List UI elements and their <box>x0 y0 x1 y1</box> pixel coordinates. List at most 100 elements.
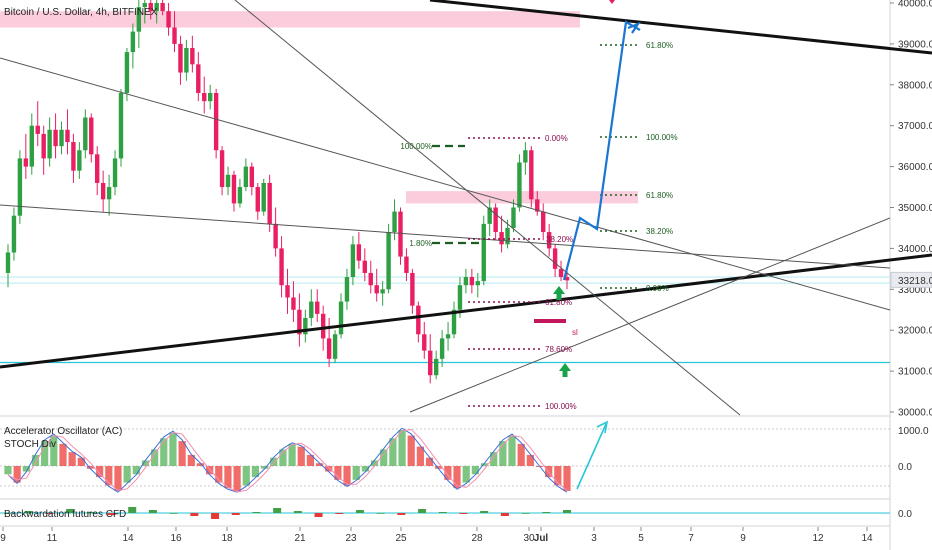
candle-body <box>219 150 225 188</box>
candle-body <box>546 232 552 249</box>
candle-body <box>380 289 385 294</box>
ac-bar <box>380 449 388 466</box>
price-tick-label: 36000.0 <box>898 162 932 173</box>
time-tick-label: 9 <box>740 533 746 544</box>
candle-body <box>428 350 433 376</box>
ac-bar <box>224 466 232 489</box>
buy-signal-arrow <box>559 363 571 377</box>
candle-body <box>297 309 302 335</box>
bw-bar <box>376 513 385 514</box>
resistance-zone <box>406 191 638 204</box>
bw-bar <box>24 511 33 513</box>
fib-label: 61.80% <box>646 41 673 50</box>
candle-body <box>416 305 421 335</box>
candle-body <box>71 142 76 171</box>
bw-bar <box>335 513 344 514</box>
candle-body <box>392 211 397 233</box>
time-tick-label: 21 <box>294 533 306 544</box>
ac-bar <box>141 460 150 466</box>
time-tick-label: 9 <box>0 533 6 544</box>
candle-body <box>196 64 201 93</box>
candle-body <box>451 309 457 335</box>
candle-body <box>445 334 451 339</box>
bw-bar <box>107 513 116 515</box>
candle-body <box>475 281 480 286</box>
candle-body <box>65 129 70 143</box>
candle-body <box>356 244 362 261</box>
time-tick-label: 18 <box>221 533 233 544</box>
candle-body <box>207 92 213 102</box>
candle-body <box>136 7 142 32</box>
ac-bar <box>508 435 516 466</box>
price-tick-label: 32000.0 <box>898 326 932 337</box>
stoch-d-line <box>7 428 568 493</box>
candle-body <box>255 187 260 212</box>
ac-bar <box>105 466 113 486</box>
ac-bar <box>77 457 85 466</box>
candle-body <box>457 285 463 310</box>
candle-body <box>5 252 11 273</box>
ac-bar <box>526 454 534 466</box>
stop-loss-marker <box>534 319 566 323</box>
ac-bar <box>389 438 397 466</box>
time-tick-label: 30 <box>523 533 535 544</box>
bw-bar <box>314 513 323 517</box>
bw-bar <box>128 507 137 513</box>
candle-body <box>362 260 368 273</box>
time-tick-label: 14 <box>122 533 134 544</box>
ac-bar <box>315 463 324 466</box>
bw-bar <box>500 513 509 516</box>
bw-bar <box>273 508 282 513</box>
bw-bar <box>293 511 302 513</box>
candle-body <box>23 158 29 167</box>
candle-body <box>148 3 153 12</box>
ac-bar <box>361 466 369 472</box>
ac-bar <box>462 466 470 483</box>
ac-bar <box>251 466 260 478</box>
candle-body <box>558 268 564 278</box>
fib-label: 0.00% <box>545 134 568 143</box>
bw-bar <box>211 513 220 519</box>
fib-label: 100.00% <box>545 402 577 411</box>
ac-bar <box>59 443 67 466</box>
bw-bar <box>148 510 157 513</box>
ac-bar <box>233 466 241 491</box>
ac-bar <box>297 446 305 466</box>
candle-body <box>261 182 266 212</box>
ac-bar <box>444 466 452 480</box>
current-price-badge <box>890 271 932 288</box>
bw-bar <box>4 513 12 514</box>
candle-body <box>17 158 23 216</box>
ac-bar <box>334 466 342 480</box>
candle-body <box>190 47 195 65</box>
ac-bar <box>343 466 351 486</box>
candle-body <box>89 117 94 155</box>
candle-body <box>541 211 546 233</box>
fib-label: 100.00% <box>646 133 678 142</box>
ac-bar <box>187 454 195 466</box>
candle-body <box>53 129 58 147</box>
candle-body <box>338 301 344 335</box>
candle-body <box>374 285 379 294</box>
candle-body <box>309 301 314 318</box>
candle-body <box>404 256 409 273</box>
sell-signal-arrow <box>609 0 615 4</box>
price-tick-label: 30000.0 <box>898 408 932 419</box>
time-tick-label: 5 <box>638 533 644 544</box>
bw-bar <box>418 509 427 513</box>
ac-bar <box>279 449 287 466</box>
candle-body <box>267 182 272 224</box>
candle-body <box>368 272 373 286</box>
accelerator-oscillator-pane: 1000.0 0.0 <box>0 420 929 493</box>
candle-body <box>564 277 570 281</box>
candle-body <box>410 272 415 306</box>
candle-body <box>213 92 219 151</box>
candle-body <box>398 211 403 257</box>
time-tick-label: 25 <box>395 533 407 544</box>
ac-bar <box>499 441 507 466</box>
bw-tick-label: 0.0 <box>898 509 912 520</box>
bw-bar <box>231 513 240 515</box>
candle-body <box>279 248 284 286</box>
candle-body <box>463 277 469 286</box>
time-tick-label: 12 <box>812 533 824 544</box>
